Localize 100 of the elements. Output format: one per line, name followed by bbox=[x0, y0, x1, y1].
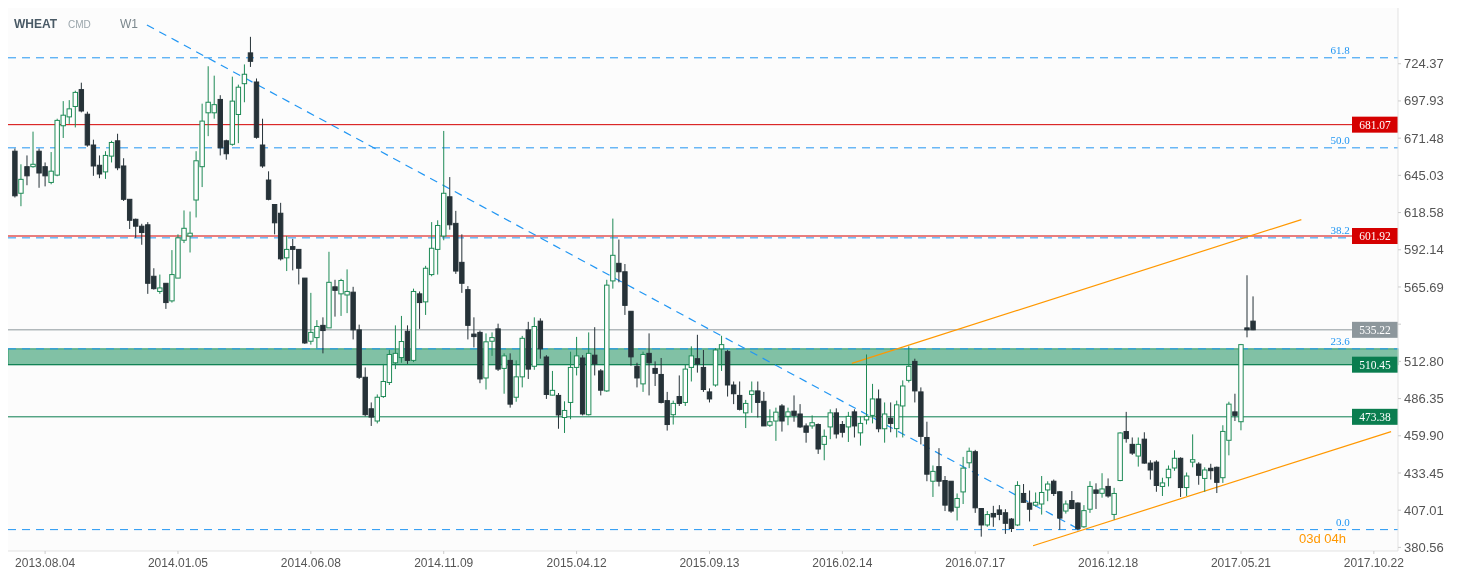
candlestick bbox=[549, 370, 556, 396]
candlestick bbox=[163, 282, 169, 310]
y-tick-label: 486.35 bbox=[1404, 391, 1444, 407]
candlestick bbox=[785, 407, 791, 426]
y-tick-label: 407.01 bbox=[1404, 502, 1444, 518]
candlestick bbox=[1232, 393, 1238, 422]
candlestick bbox=[809, 414, 815, 430]
candlestick bbox=[821, 428, 827, 461]
candlestick bbox=[416, 290, 423, 330]
annotation: 50.0 bbox=[1330, 133, 1351, 146]
y-tick-label: 459.90 bbox=[1404, 428, 1444, 444]
ref-line-label: 510.45 bbox=[1359, 358, 1392, 371]
candlestick bbox=[670, 400, 676, 426]
y-tick-label: 380.56 bbox=[1404, 539, 1444, 555]
y-tick-label: 618.58 bbox=[1404, 205, 1444, 221]
candlestick bbox=[598, 368, 604, 396]
candlestick bbox=[320, 316, 326, 354]
candlestick bbox=[30, 131, 36, 169]
annotation: 03d 04h bbox=[1299, 531, 1346, 546]
candlestick bbox=[749, 380, 755, 414]
y-tick-label: 592.14 bbox=[1404, 242, 1444, 258]
candlestick bbox=[1171, 449, 1178, 472]
candlestick bbox=[78, 82, 85, 113]
annotation: 61.8 bbox=[1330, 43, 1351, 56]
candlestick bbox=[1195, 461, 1202, 486]
y-tick-label: 645.03 bbox=[1404, 167, 1444, 183]
candlestick bbox=[960, 456, 966, 505]
candlestick bbox=[857, 415, 864, 447]
candlestick bbox=[501, 352, 507, 395]
candlestick bbox=[1183, 472, 1190, 497]
candlestick bbox=[18, 163, 24, 207]
candlestick bbox=[966, 447, 972, 469]
y-tick-label: 671.48 bbox=[1404, 130, 1444, 146]
candlestick bbox=[247, 36, 254, 68]
ref-line-label: 535.22 bbox=[1359, 323, 1392, 336]
candlestick bbox=[1081, 504, 1087, 529]
candlestick bbox=[978, 508, 984, 538]
x-tick-label: 2013.08.04 bbox=[15, 556, 76, 571]
candlestick bbox=[72, 90, 78, 128]
ref-line-label: 473.38 bbox=[1359, 410, 1392, 423]
y-tick-label: 724.37 bbox=[1404, 56, 1444, 72]
candlestick bbox=[374, 393, 380, 424]
candlestick bbox=[954, 492, 960, 521]
candlestick bbox=[906, 345, 912, 383]
candlestick bbox=[1093, 482, 1099, 510]
candlestick bbox=[1045, 480, 1051, 502]
candlestick bbox=[1159, 477, 1166, 497]
ref-line-label: 601.92 bbox=[1359, 230, 1392, 243]
candlestick bbox=[241, 63, 248, 103]
candlestick bbox=[1189, 433, 1196, 468]
candlestick bbox=[845, 411, 852, 443]
x-tick-label: 2014.01.05 bbox=[147, 556, 209, 571]
candlestick bbox=[869, 383, 876, 424]
candlestick bbox=[851, 408, 858, 438]
candlestick bbox=[1105, 477, 1111, 499]
candlestick bbox=[1099, 472, 1105, 499]
candlestick bbox=[646, 332, 652, 396]
candlestick bbox=[688, 345, 695, 382]
y-tick-label: 697.93 bbox=[1404, 93, 1444, 109]
candlestick bbox=[652, 360, 658, 387]
x-tick-label: 2016.02.14 bbox=[812, 556, 873, 571]
candlestick bbox=[1123, 411, 1129, 444]
candlestick bbox=[1087, 480, 1093, 514]
x-tick-label: 2016.07.17 bbox=[945, 556, 1006, 571]
annotation: CMD bbox=[68, 19, 91, 30]
candlestick bbox=[694, 334, 701, 374]
candlestick bbox=[930, 464, 936, 498]
x-tick-label: 2017.10.22 bbox=[1343, 556, 1405, 571]
candlestick bbox=[700, 349, 707, 393]
x-tick-label: 2017.05.21 bbox=[1210, 556, 1272, 571]
candlestick bbox=[676, 374, 682, 407]
candlestick bbox=[887, 401, 894, 433]
x-tick-label: 2015.04.12 bbox=[546, 556, 607, 571]
candlestick bbox=[555, 392, 562, 430]
candlestick bbox=[1111, 487, 1117, 521]
candlestick bbox=[561, 400, 568, 434]
candlestick bbox=[863, 353, 870, 425]
candlestick bbox=[779, 403, 785, 433]
y-tick-label: 565.69 bbox=[1404, 279, 1444, 295]
y-tick-label: 433.45 bbox=[1404, 465, 1444, 481]
text: WHEAT bbox=[14, 17, 58, 31]
candlestick bbox=[827, 408, 833, 440]
candlestick bbox=[592, 326, 598, 376]
candlestick bbox=[1202, 466, 1208, 493]
x-tick-label: 2014.06.08 bbox=[280, 556, 342, 571]
annotation: 23.6 bbox=[1330, 334, 1351, 347]
candlestick bbox=[1165, 464, 1172, 487]
candlestick bbox=[634, 362, 640, 388]
candlestick bbox=[332, 279, 338, 318]
annotation: W1 bbox=[120, 17, 139, 31]
annotation: 0.0 bbox=[1335, 515, 1351, 528]
ref-line-label: 681.07 bbox=[1359, 118, 1392, 131]
x-tick-label: 2016.12.18 bbox=[1078, 556, 1139, 571]
annotation: 38.2 bbox=[1330, 223, 1350, 236]
candlestick bbox=[881, 401, 888, 444]
candlestick bbox=[259, 118, 266, 169]
candlestick bbox=[736, 380, 743, 411]
candlestick bbox=[283, 235, 290, 272]
candlestick bbox=[743, 399, 749, 429]
candlestick bbox=[265, 170, 272, 201]
